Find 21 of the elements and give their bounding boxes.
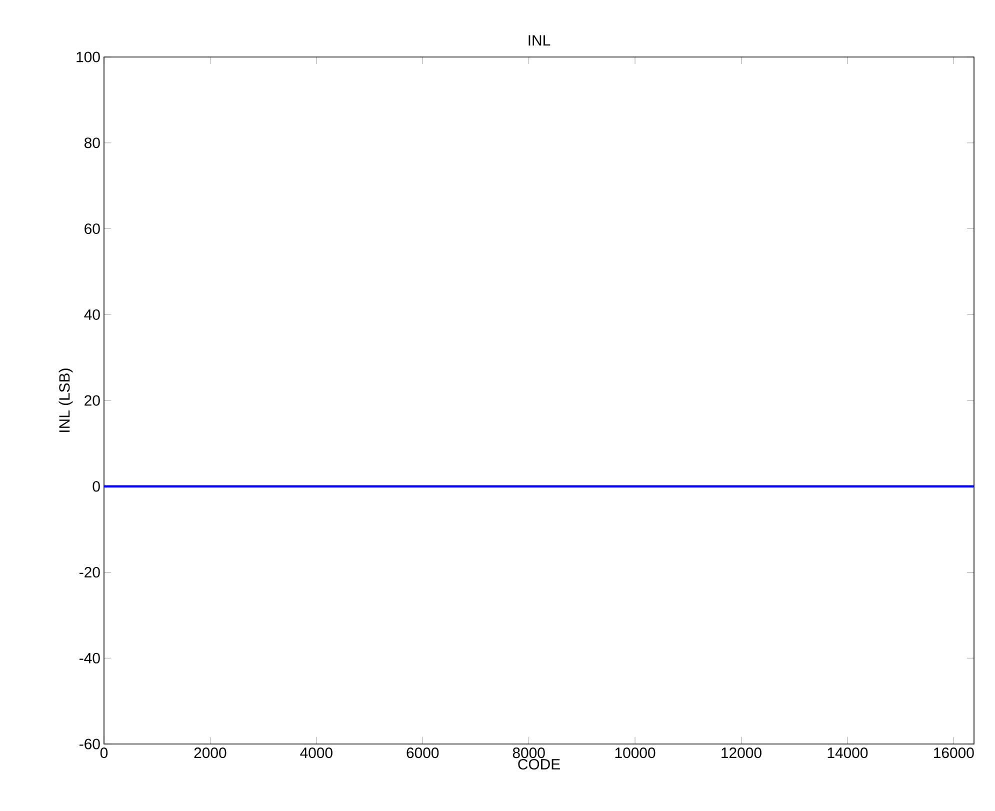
- y-tick-label: -40: [80, 652, 100, 664]
- x-tick-label: 8000: [512, 748, 545, 758]
- y-tick-label: 80: [84, 138, 100, 148]
- x-tick-label: 4000: [300, 748, 332, 758]
- x-tick-label: 10000: [615, 748, 656, 758]
- chart-title: INL: [528, 35, 550, 46]
- y-tick-label: 20: [84, 395, 100, 406]
- y-tick-label: -60: [80, 738, 100, 750]
- x-tick-label: 0: [100, 748, 108, 758]
- y-axis-title: INL (LSB): [58, 368, 73, 432]
- x-tick-label: 16000: [934, 748, 974, 758]
- y-tick-label: -20: [80, 566, 100, 578]
- x-tick-label: 14000: [828, 748, 868, 758]
- y-tick-label: 60: [84, 223, 100, 234]
- y-tick-label: 40: [84, 309, 100, 320]
- x-tick-label: 2000: [194, 748, 226, 758]
- x-tick-label: 6000: [406, 748, 439, 758]
- x-axis-title: CODE: [518, 758, 560, 770]
- y-tick-label: 0: [92, 481, 100, 492]
- y-tick-label: 100: [76, 52, 100, 62]
- x-tick-label: 12000: [722, 748, 762, 758]
